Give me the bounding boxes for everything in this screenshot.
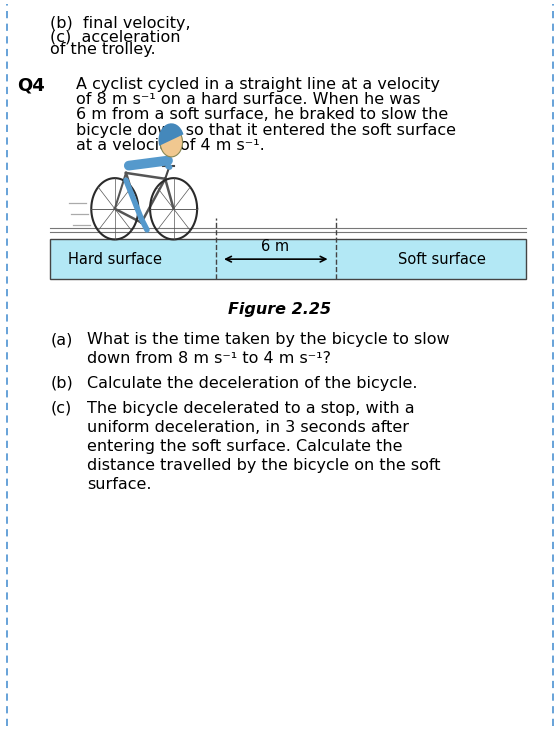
Text: The bicycle decelerated to a stop, with a: The bicycle decelerated to a stop, with … <box>87 401 414 416</box>
Text: entering the soft surface. Calculate the: entering the soft surface. Calculate the <box>87 439 402 454</box>
Text: bicycle down so that it entered the soft surface: bicycle down so that it entered the soft… <box>76 123 456 138</box>
Text: down from 8 m s⁻¹ to 4 m s⁻¹?: down from 8 m s⁻¹ to 4 m s⁻¹? <box>87 351 331 366</box>
Text: Soft surface: Soft surface <box>399 252 486 266</box>
Text: of the trolley.: of the trolley. <box>50 42 156 58</box>
Text: Calculate the deceleration of the bicycle.: Calculate the deceleration of the bicycl… <box>87 376 417 391</box>
Wedge shape <box>158 123 184 146</box>
Text: of 8 m s⁻¹ on a hard surface. When he was: of 8 m s⁻¹ on a hard surface. When he wa… <box>76 92 420 107</box>
Text: surface.: surface. <box>87 477 151 492</box>
Text: (c)  acceleration: (c) acceleration <box>50 29 181 45</box>
Circle shape <box>160 128 183 157</box>
Text: Figure 2.25: Figure 2.25 <box>228 302 332 318</box>
Text: 6 m from a soft surface, he braked to slow the: 6 m from a soft surface, he braked to sl… <box>76 107 448 123</box>
Text: Q4: Q4 <box>17 77 45 95</box>
Text: distance travelled by the bicycle on the soft: distance travelled by the bicycle on the… <box>87 458 440 473</box>
Text: at a velocity of 4 m s⁻¹.: at a velocity of 4 m s⁻¹. <box>76 138 264 153</box>
Text: 6 m: 6 m <box>262 239 290 254</box>
Text: (c): (c) <box>50 401 72 416</box>
Text: uniform deceleration, in 3 seconds after: uniform deceleration, in 3 seconds after <box>87 420 409 435</box>
Text: A cyclist cycled in a straight line at a velocity: A cyclist cycled in a straight line at a… <box>76 77 440 92</box>
Bar <box>50 239 526 279</box>
Text: What is the time taken by the bicycle to slow: What is the time taken by the bicycle to… <box>87 332 450 347</box>
Text: (b): (b) <box>50 376 73 391</box>
Text: Hard surface: Hard surface <box>68 252 162 266</box>
Text: (b)  final velocity,: (b) final velocity, <box>50 16 191 31</box>
Text: (a): (a) <box>50 332 73 347</box>
